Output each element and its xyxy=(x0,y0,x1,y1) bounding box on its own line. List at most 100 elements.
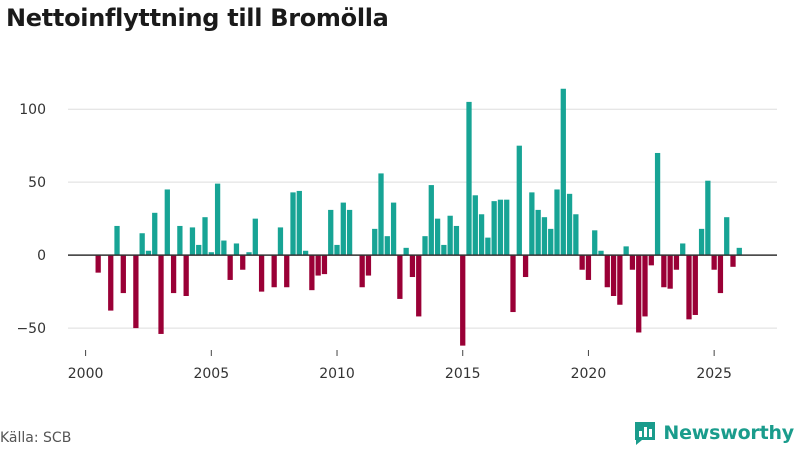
bar xyxy=(202,217,208,256)
bar xyxy=(623,246,629,256)
bar xyxy=(208,252,214,256)
bar xyxy=(302,250,309,256)
bar xyxy=(504,199,510,256)
bar xyxy=(441,244,447,256)
bar xyxy=(284,255,290,288)
bar xyxy=(196,244,202,256)
x-tick-label: 2015 xyxy=(445,366,481,382)
bar xyxy=(334,244,340,256)
bar xyxy=(321,255,328,275)
bar-chart-logo-icon xyxy=(635,422,656,445)
bar xyxy=(447,215,453,256)
bar xyxy=(164,189,170,256)
bar xyxy=(258,255,265,292)
bar xyxy=(680,243,686,256)
bar xyxy=(610,255,617,296)
bar xyxy=(485,237,491,256)
bar xyxy=(573,214,579,256)
bar xyxy=(428,185,434,256)
bar xyxy=(309,255,315,291)
bar xyxy=(617,255,623,305)
bar xyxy=(654,152,661,256)
bar xyxy=(466,101,472,256)
brand-name: Newsworthy xyxy=(663,422,794,444)
bar xyxy=(120,255,126,294)
bar xyxy=(315,255,321,276)
bar xyxy=(434,218,441,256)
bar xyxy=(529,192,535,256)
y-tick-label: −50 xyxy=(16,321,46,337)
bar xyxy=(372,228,378,256)
bar xyxy=(730,255,736,267)
bar xyxy=(648,255,654,266)
bar xyxy=(422,236,428,256)
y-tick-label: 100 xyxy=(19,102,46,118)
bar xyxy=(736,247,742,256)
bar xyxy=(522,255,529,278)
bar xyxy=(328,209,334,256)
chart-title: Nettoinflyttning till Bromölla xyxy=(6,4,389,32)
bar xyxy=(170,255,177,294)
bar xyxy=(472,195,478,256)
bar xyxy=(397,255,403,299)
brand-logo[interactable]: Newsworthy xyxy=(633,420,794,446)
bar xyxy=(724,217,730,256)
bar xyxy=(340,202,346,256)
bars xyxy=(89,88,742,346)
bar xyxy=(152,212,158,256)
bar xyxy=(240,255,246,270)
bar xyxy=(139,233,145,256)
bar xyxy=(95,255,101,273)
bar xyxy=(359,255,365,288)
bar xyxy=(277,227,284,256)
gridlines xyxy=(68,108,777,329)
bar xyxy=(541,217,548,256)
bar xyxy=(560,88,566,256)
bar xyxy=(705,180,711,256)
bar xyxy=(460,255,466,346)
x-tick-label: 2000 xyxy=(68,366,104,382)
bar xyxy=(673,255,680,270)
bar xyxy=(416,255,422,317)
bar xyxy=(390,202,397,256)
bar xyxy=(598,250,604,256)
bar xyxy=(189,227,196,256)
bar xyxy=(221,240,227,256)
bar xyxy=(133,255,139,329)
bar xyxy=(403,247,409,256)
bar xyxy=(158,255,164,334)
bar xyxy=(579,255,585,270)
x-tick-label: 2010 xyxy=(319,366,355,382)
y-tick-label: 50 xyxy=(28,175,46,191)
x-tick-label: 2025 xyxy=(696,366,732,382)
bar xyxy=(698,228,705,256)
bar xyxy=(661,255,667,288)
x-tick-label: 2020 xyxy=(571,366,607,382)
bar xyxy=(692,255,698,315)
bar xyxy=(717,255,724,294)
bar xyxy=(183,255,189,296)
bar xyxy=(145,250,152,256)
bar xyxy=(497,199,504,256)
bar xyxy=(604,255,610,288)
bar xyxy=(592,230,598,256)
bar xyxy=(214,183,221,256)
source-note: Källa: SCB xyxy=(0,430,72,446)
bar xyxy=(177,225,183,256)
bar xyxy=(478,214,485,256)
bar xyxy=(108,255,114,311)
bar xyxy=(378,173,384,256)
x-tick-label: 2005 xyxy=(193,366,229,382)
bar xyxy=(554,189,560,256)
bar xyxy=(365,255,372,276)
bar xyxy=(114,225,120,256)
bar xyxy=(346,209,353,256)
bar xyxy=(271,255,277,288)
bar xyxy=(252,218,258,256)
bar xyxy=(227,255,233,280)
bar xyxy=(636,255,642,333)
bar xyxy=(290,192,296,256)
y-tick-label: 0 xyxy=(37,248,46,264)
bar xyxy=(629,255,636,270)
